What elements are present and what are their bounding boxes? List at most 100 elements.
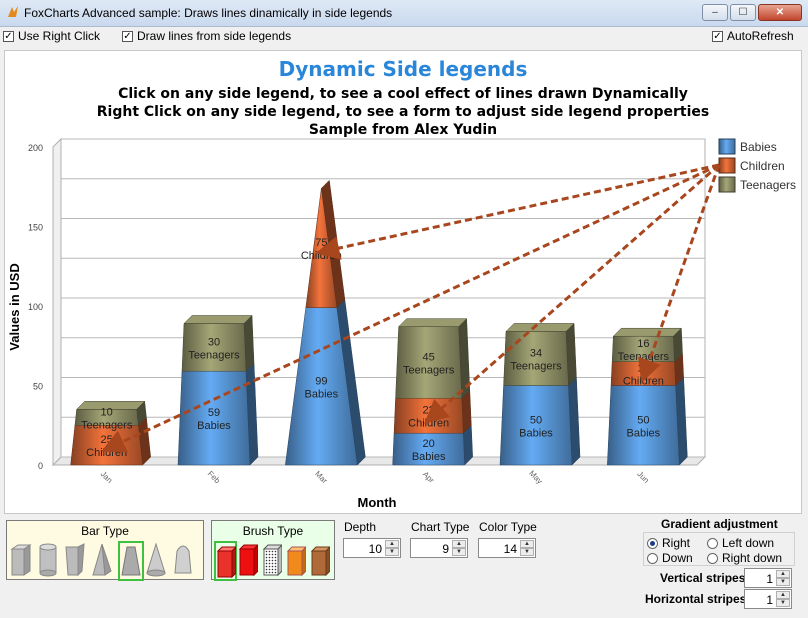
- legend-swatch[interactable]: [718, 157, 736, 174]
- chart-subtitle-line: Sample from Alex Yudin: [309, 122, 497, 138]
- spin-up-icon[interactable]: ▲: [452, 540, 466, 548]
- color-type-spinner[interactable]: 14 ▲ ▼: [478, 538, 536, 558]
- hatch-brush-icon[interactable]: [262, 541, 285, 581]
- pyramid-icon[interactable]: [91, 541, 117, 581]
- auto-refresh-checkbox[interactable]: ✓ AutoRefresh: [712, 29, 794, 43]
- data-label: 59 Babies: [197, 407, 231, 432]
- minimize-button[interactable]: ‒: [702, 4, 728, 21]
- gradient-right-down-label: Right down: [722, 551, 783, 565]
- maximize-button[interactable]: ☐: [730, 4, 756, 21]
- x-tick-label: Mar: [313, 469, 329, 485]
- bar-segment-top[interactable]: [76, 401, 146, 410]
- data-label: 50 Babies: [627, 414, 661, 439]
- bar-segment-top[interactable]: [612, 327, 682, 337]
- dynamic-legend-line: [424, 163, 720, 424]
- cone-icon[interactable]: [145, 541, 171, 581]
- spin-up-icon[interactable]: ▲: [776, 591, 790, 599]
- y-axis-label: Values in USD: [7, 263, 22, 350]
- texture-wood-icon[interactable]: [310, 541, 333, 581]
- horizontal-stripes-label: Horizontal stripes: [645, 592, 747, 606]
- y-tick-label: 50: [33, 382, 43, 392]
- depth-spinner[interactable]: 10 ▲ ▼: [343, 538, 401, 558]
- y-tick-label: 0: [38, 461, 43, 471]
- gradient-brush-icon[interactable]: [214, 541, 238, 581]
- cube-icon[interactable]: [10, 541, 36, 581]
- chart-svg[interactable]: Dynamic Side legends Click on any side le…: [5, 51, 801, 513]
- x-tick-label: Jan: [99, 469, 114, 484]
- checkbox-box[interactable]: ✓: [3, 30, 14, 42]
- chart-side-wall: [52, 137, 62, 467]
- gradient-left-down-radio[interactable]: Left down: [707, 536, 774, 550]
- texture-orange-icon[interactable]: [286, 541, 309, 581]
- spin-up-icon[interactable]: ▲: [385, 540, 399, 548]
- spin-down-icon[interactable]: ▼: [520, 548, 534, 556]
- x-axis-label: Month: [358, 495, 397, 510]
- gradient-panel: Right Left down Down Right down: [643, 532, 795, 566]
- vertical-stripes-spinner[interactable]: 1 ▲ ▼: [744, 568, 792, 588]
- foxcharts-logo-icon: [8, 6, 18, 17]
- checkbox-box[interactable]: ✓: [712, 30, 723, 42]
- checkbox-box[interactable]: ✓: [122, 30, 133, 42]
- horizontal-stripes-value[interactable]: 1: [766, 593, 773, 607]
- vertical-stripes-value[interactable]: 1: [766, 572, 773, 586]
- radio-dot[interactable]: [647, 537, 658, 549]
- bar-type-title: Bar Type: [81, 524, 129, 538]
- dome-icon[interactable]: [172, 541, 198, 581]
- gradient-left-down-label: Left down: [722, 536, 775, 550]
- gradient-right-down-radio[interactable]: Right down: [707, 551, 782, 565]
- dynamic-legend-line: [315, 163, 720, 260]
- horizontal-stripes-spinner[interactable]: 1 ▲ ▼: [744, 589, 792, 609]
- y-tick-label: 200: [28, 143, 43, 153]
- color-type-value[interactable]: 14: [503, 542, 517, 556]
- trapezoid-icon[interactable]: [118, 541, 144, 581]
- dynamic-legend-line: [638, 164, 721, 384]
- gradient-right-label: Right: [662, 536, 691, 550]
- data-label: 20 Babies: [412, 438, 446, 463]
- chart-type-label: Chart Type: [411, 520, 470, 534]
- brush-type-title: Brush Type: [242, 524, 304, 538]
- window-titlebar: FoxCharts Advanced sample: Draws lines d…: [0, 0, 808, 27]
- data-label: 10 Teenagers: [81, 406, 133, 431]
- spin-up-icon[interactable]: ▲: [520, 540, 534, 548]
- legend-label[interactable]: Babies: [740, 140, 777, 154]
- bar-segment-top[interactable]: [505, 323, 575, 332]
- legend-label[interactable]: Teenagers: [740, 178, 796, 192]
- tapered-bar-icon[interactable]: [64, 541, 90, 581]
- x-tick-label: Apr: [421, 470, 436, 485]
- legend-swatch[interactable]: [718, 138, 736, 155]
- spin-down-icon[interactable]: ▼: [452, 548, 466, 556]
- use-right-click-checkbox[interactable]: ✓ Use Right Click: [3, 29, 100, 43]
- spin-down-icon[interactable]: ▼: [776, 599, 790, 607]
- solid-brush-icon[interactable]: [238, 541, 261, 581]
- chart-area[interactable]: Dynamic Side legends Click on any side le…: [4, 50, 802, 514]
- close-button[interactable]: ✕: [758, 4, 802, 21]
- draw-lines-checkbox[interactable]: ✓ Draw lines from side legends: [122, 29, 291, 43]
- gradient-right-radio[interactable]: Right: [647, 536, 690, 550]
- radio-dot[interactable]: [707, 537, 718, 549]
- chart-type-value[interactable]: 9: [442, 542, 449, 556]
- gradient-down-radio[interactable]: Down: [647, 551, 693, 565]
- radio-dot[interactable]: [647, 552, 658, 564]
- spin-up-icon[interactable]: ▲: [776, 570, 790, 578]
- chart-subtitle-line: Right Click on any side legend, to see a…: [97, 104, 709, 120]
- bar-type-panel: Bar Type: [6, 520, 204, 581]
- legend-swatch[interactable]: [718, 176, 736, 193]
- use-right-click-label: Use Right Click: [18, 29, 101, 43]
- data-label: 50 Babies: [519, 414, 553, 439]
- radio-dot[interactable]: [707, 552, 718, 564]
- legend-label[interactable]: Children: [740, 159, 785, 173]
- cylinder-icon[interactable]: [37, 541, 63, 581]
- chart-title: Dynamic Side legends: [279, 57, 528, 81]
- spin-down-icon[interactable]: ▼: [776, 578, 790, 586]
- data-label: 99 Babies: [305, 375, 339, 400]
- options-bar: ✓ Use Right Click ✓ Draw lines from side…: [0, 26, 808, 48]
- chart-type-spinner[interactable]: 9 ▲ ▼: [410, 538, 468, 558]
- depth-value[interactable]: 10: [368, 542, 382, 556]
- bar-segment-top[interactable]: [398, 318, 468, 327]
- vertical-stripes-label: Vertical stripes: [660, 571, 746, 585]
- x-tick-label: Jun: [635, 469, 650, 484]
- x-tick-label: Feb: [206, 469, 223, 486]
- data-label: 30 Teenagers: [188, 336, 240, 361]
- spin-down-icon[interactable]: ▼: [385, 548, 399, 556]
- bar-segment-top[interactable]: [183, 315, 253, 324]
